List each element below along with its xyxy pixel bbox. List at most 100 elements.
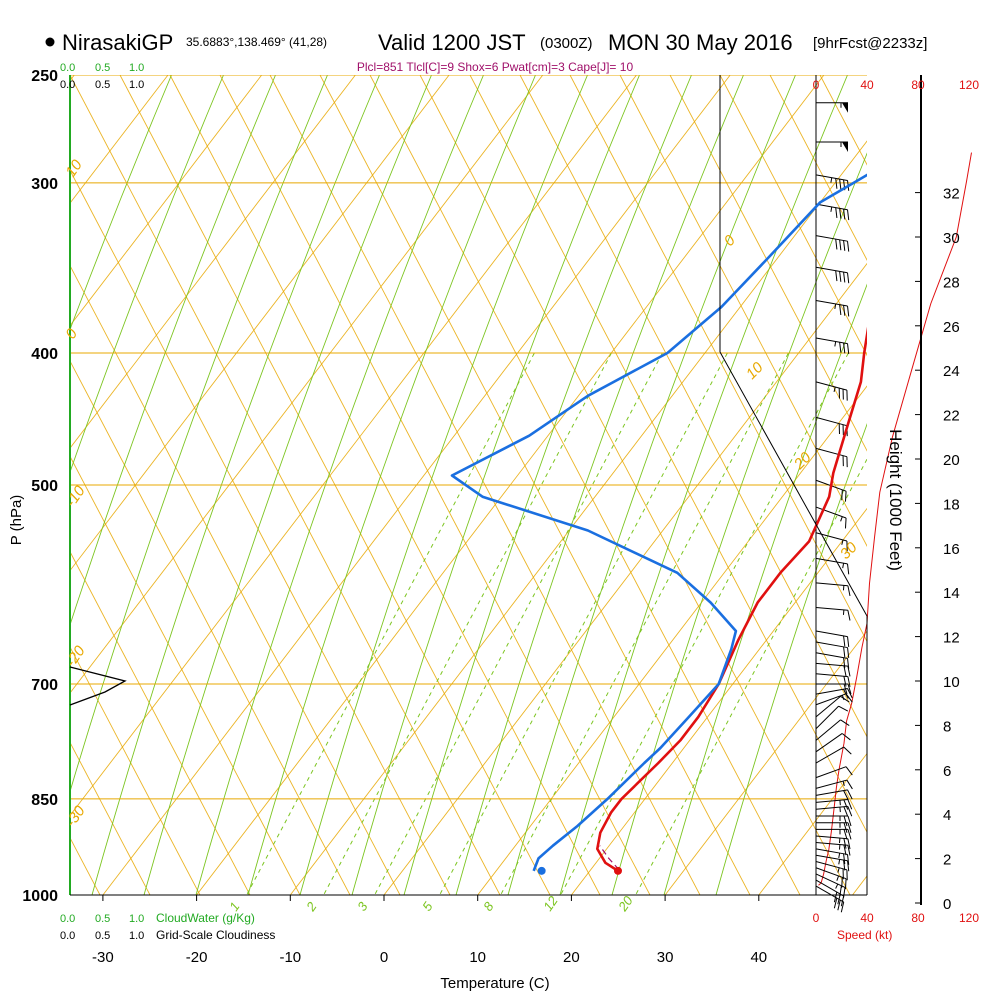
wind-barb-tick: [840, 695, 850, 703]
wind-barb: [816, 102, 848, 113]
mixing-ratio-line: [439, 349, 730, 895]
background-grid: [70, 75, 1000, 895]
wind-barb-tick: [842, 887, 846, 898]
height-axis-title: Height (1000 Feet): [886, 429, 905, 571]
wind-barb-half-tick: [833, 386, 836, 393]
height-tick-label: 10: [943, 674, 960, 691]
wind-barb-tick: [843, 272, 846, 283]
dry-adiabat-label: 0: [62, 325, 81, 342]
wind-barb: [815, 733, 851, 753]
isotherm: [758, 752, 867, 895]
wind-barb-tick: [833, 891, 838, 903]
wind-barb-tick: [847, 585, 851, 597]
mixing-ratio-line: [500, 349, 791, 895]
wind-barb-staff: [815, 879, 844, 897]
cloud-water-scale-top: 0.0: [60, 62, 75, 74]
speed-tick-label-bottom: 0: [813, 911, 820, 925]
wind-barb-tick: [838, 705, 849, 712]
wind-barb-tick: [843, 860, 846, 871]
wind-barb-staff: [815, 835, 848, 840]
wind-barb-tick: [835, 178, 838, 189]
mixing-ratio-label: 3: [354, 899, 371, 914]
isotherm: [852, 875, 867, 895]
wind-barb-tick: [835, 239, 838, 250]
wind-barb: [815, 719, 850, 741]
surface-dewpoint-marker: [537, 866, 546, 875]
moist-adiabat: [70, 75, 172, 331]
dry-adiabat-label: -10: [62, 482, 89, 510]
wind-barb: [815, 582, 851, 597]
wind-barb-tick: [847, 636, 850, 648]
wind-barb: [815, 841, 851, 856]
wind-barb-staff: [815, 652, 848, 659]
height-tick-label: 8: [943, 718, 951, 735]
utc-time: (0300Z): [540, 35, 593, 52]
station-dot-icon: [45, 37, 55, 47]
dry-adiabat-label: -30: [62, 802, 89, 830]
wind-barb-tick: [847, 647, 850, 658]
wind-barb: [815, 835, 851, 850]
wind-panel-border: [719, 351, 868, 895]
wind-barb-staff: [815, 688, 848, 695]
wind-barb-tick: [843, 829, 848, 840]
wind-barb-half-tick: [834, 303, 837, 309]
wind-barb-tick: [847, 683, 852, 695]
wind-barb: [815, 557, 850, 575]
forecast-label: [9hrFcst@2233z]: [813, 35, 927, 52]
mixing-ratio-line: [635, 458, 867, 895]
wind-barb-tick: [846, 779, 853, 790]
wind-barb-half-tick: [834, 341, 837, 347]
dry-adiabat: [669, 75, 867, 452]
dry-adiabat: [70, 646, 201, 895]
wind-barb-tick: [843, 853, 846, 865]
wind-barb-tick: [847, 854, 850, 865]
profile-series: [450, 173, 867, 875]
wind-barb-staff: [815, 174, 848, 181]
dry-adiabat: [970, 75, 1000, 895]
mixing-ratio-label: 5: [419, 899, 436, 914]
pressure-tick-label: 250: [31, 68, 58, 85]
mixing-ratio-line: [323, 349, 614, 895]
wind-barb: [815, 766, 853, 779]
dry-adiabat-label: 10: [62, 156, 86, 180]
wind-barb: [815, 688, 853, 699]
dry-adiabat-label: 10: [743, 359, 767, 383]
wind-barb: [815, 789, 853, 801]
wind-barb-tick: [843, 838, 847, 849]
wind-barb-staff: [815, 733, 843, 753]
wind-barb-tick: [847, 822, 852, 833]
wind-barb-staff: [815, 719, 841, 741]
wind-barb-staff: [815, 673, 848, 678]
wind-barb: [815, 861, 848, 881]
wind-barb-tick: [839, 239, 842, 251]
wind-barb-tick: [847, 860, 850, 872]
speed-tick-label-bottom: 80: [911, 911, 925, 925]
temp-tick-label: -20: [186, 949, 208, 966]
wind-barb-tick: [837, 899, 841, 911]
dry-adiabat: [70, 550, 251, 895]
wind-barb: [815, 641, 850, 658]
pressure-tick-label: 500: [31, 478, 58, 495]
series-temperature-line: [596, 326, 867, 872]
surface-temperature-marker: [613, 866, 622, 875]
speed-tick-label-top: 40: [860, 78, 874, 92]
wind-barb: [815, 606, 851, 621]
wind-barb: [815, 235, 850, 252]
wind-barb-tick: [847, 838, 851, 850]
wind-barb-tick: [847, 676, 851, 687]
wind-barb-staff: [815, 266, 848, 274]
speed-axis-title: Speed (kt): [837, 928, 892, 942]
x-axis-title: Temperature (C): [440, 975, 549, 992]
wind-barb-staff: [815, 416, 848, 427]
wind-barb-half-tick: [840, 516, 843, 522]
stability-indices: Plcl=851 Tlcl[C]=9 Shox=6 Pwat[cm]=3 Cap…: [357, 60, 634, 74]
wind-barb-staff: [815, 235, 848, 242]
mixing-ratio-label: 12: [540, 893, 561, 914]
wind-barb-staff: [815, 861, 848, 871]
wind-barb-staff: [815, 848, 848, 855]
wind-barb-tick: [835, 207, 838, 219]
wind-barb-flag: [842, 102, 848, 113]
wind-barb: [815, 299, 850, 317]
